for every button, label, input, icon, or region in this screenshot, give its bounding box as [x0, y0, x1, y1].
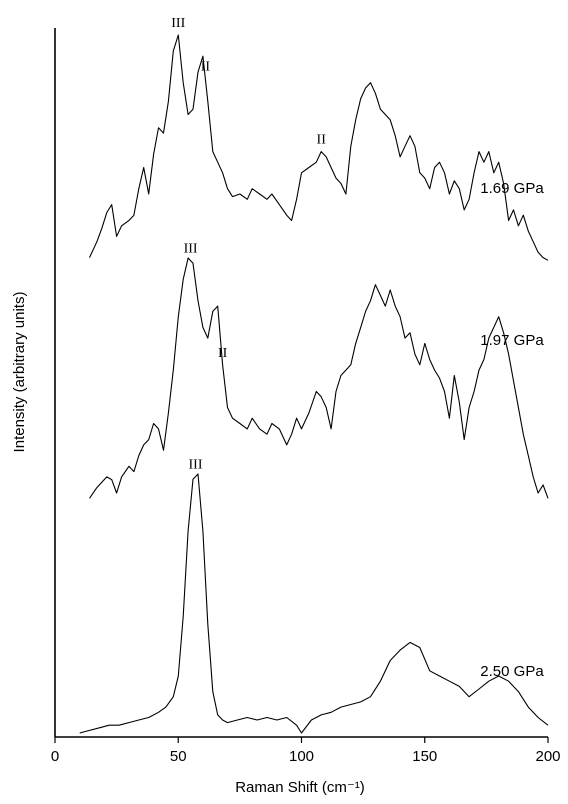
peak-annotation: II	[201, 60, 211, 75]
peak-annotation: III	[189, 458, 203, 473]
peak-annotation: II	[317, 133, 327, 148]
x-tick-label: 50	[170, 748, 187, 765]
x-tick-label: 150	[412, 748, 437, 765]
series-label: 1.97 GPa	[480, 332, 544, 349]
x-tick-label: 200	[535, 748, 560, 765]
y-axis-title: Intensity (arbitrary units)	[11, 292, 28, 453]
x-axis-title: Raman Shift (cm⁻¹)	[235, 779, 365, 796]
x-tick-label: 0	[51, 748, 59, 765]
peak-annotation: II	[218, 346, 228, 361]
peak-annotation: III	[184, 242, 198, 257]
peak-annotation: III	[171, 16, 185, 31]
axes: 0 50 100 150 200	[51, 28, 561, 765]
x-tick-label: 100	[289, 748, 314, 765]
series-label: 2.50 GPa	[480, 663, 544, 680]
series-line-1	[89, 257, 549, 499]
series-line-2	[79, 473, 549, 734]
series-label: 1.69 GPa	[480, 180, 544, 197]
series-line-0	[89, 34, 549, 261]
series-group: 1.69 GPa 1.97 GPa 2.50 GPa	[79, 34, 549, 734]
